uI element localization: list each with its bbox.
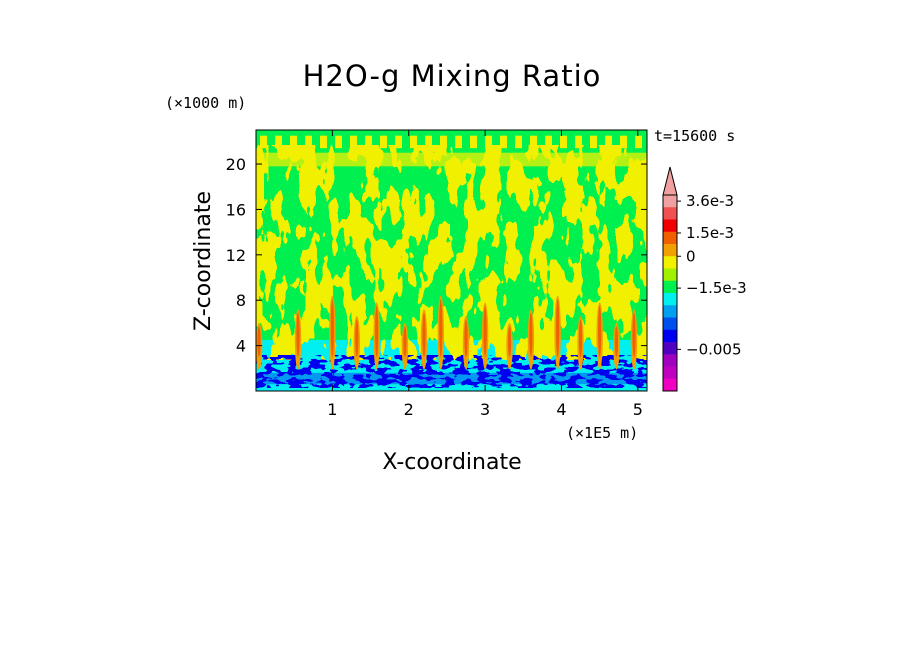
plume-core	[403, 326, 407, 357]
top-cell	[320, 135, 327, 149]
colorbar-swatch	[663, 280, 677, 294]
plume-core	[464, 319, 468, 357]
colorbar-swatch	[663, 305, 677, 318]
chart-title: H2O-g Mixing Ratio	[303, 59, 602, 93]
top-cell	[260, 135, 267, 149]
colorbar-swatch	[663, 378, 677, 392]
top-cell	[530, 135, 537, 149]
top-cell	[545, 135, 552, 149]
plume-core	[355, 319, 359, 357]
plume-core	[257, 326, 261, 357]
top-cell	[275, 135, 282, 149]
colorbar-swatch	[663, 268, 677, 282]
x-unit-label: (×1E5 m)	[566, 424, 638, 442]
colorbar-swatch	[663, 354, 677, 367]
top-cell	[590, 135, 597, 149]
colorbar-swatch	[663, 317, 677, 331]
colorbar-swatch	[663, 329, 677, 343]
plot-frame	[255, 129, 648, 392]
colorbar-swatch	[663, 256, 677, 269]
x-axis-ticks: 1 2 3 4 5	[327, 130, 643, 419]
x-tick-label: 5	[633, 400, 643, 419]
colorbar-label: 1.5e-3	[686, 224, 734, 242]
colorbar-label: 3.6e-3	[686, 192, 734, 210]
x-tick-label: 4	[556, 400, 566, 419]
plume-core	[375, 305, 379, 357]
top-cell	[605, 135, 612, 149]
colorbar-label: −0.005	[686, 340, 742, 358]
colorbar-swatch	[663, 244, 677, 257]
x-tick-label: 3	[480, 400, 490, 419]
top-cell	[455, 135, 462, 149]
plume-core	[483, 305, 487, 357]
top-cell	[485, 135, 492, 149]
y-axis-ticks: 4 8 12 16 20	[226, 155, 647, 356]
y-tick-label: 8	[236, 291, 246, 310]
colorbar-swatch	[663, 366, 677, 380]
top-cell	[620, 135, 627, 149]
colorbar-arrow	[662, 166, 678, 196]
top-cell	[305, 135, 312, 149]
plume-core	[614, 326, 619, 357]
plume-core	[632, 312, 636, 357]
top-cell	[365, 135, 372, 149]
plume-core	[330, 299, 334, 357]
top-cell	[410, 135, 417, 149]
plume-core	[507, 326, 512, 357]
y-tick-label: 16	[226, 200, 246, 219]
blue-texture	[256, 355, 647, 388]
plume-core	[556, 299, 560, 357]
plume-core	[439, 299, 443, 357]
colorbar	[662, 166, 678, 392]
x-tick-label: 1	[327, 400, 337, 419]
colorbar-label: 0	[686, 247, 696, 265]
plume-core	[578, 319, 583, 357]
heatmap-field	[256, 130, 647, 391]
top-cell	[440, 135, 447, 149]
colorbar-swatch	[663, 293, 677, 306]
top-cell	[335, 135, 342, 149]
top-cell	[425, 135, 432, 149]
colorbar-frame	[662, 194, 678, 392]
plume-core	[296, 312, 300, 357]
top-cell	[635, 135, 642, 149]
colorbar-swatch	[663, 207, 677, 220]
x-tick-label: 2	[404, 400, 414, 419]
top-cell	[470, 135, 477, 149]
yellow-texture	[256, 145, 647, 360]
colorbar-swatch	[663, 342, 677, 355]
y-tick-label: 20	[226, 155, 246, 174]
colorbar-swatch	[663, 219, 677, 233]
plume-core	[529, 312, 533, 357]
colorbar-labels: 3.6e-3 1.5e-3 0 −1.5e-3 −0.005	[677, 192, 747, 358]
top-cell	[380, 135, 387, 149]
top-cell	[560, 135, 567, 149]
colorbar-swatch	[663, 231, 677, 245]
plume-core	[598, 305, 602, 357]
colorbar-label: −1.5e-3	[686, 279, 747, 297]
top-cell	[575, 135, 582, 149]
top-cell	[290, 135, 297, 149]
x-axis-label: X-coordinate	[382, 450, 521, 475]
top-cell	[515, 135, 522, 149]
y-axis-label: Z-coordinate	[191, 191, 216, 331]
y-tick-label: 4	[236, 337, 246, 356]
colorbar-swatch	[663, 195, 677, 208]
top-cell	[500, 135, 507, 149]
y-unit-label: (×1000 m)	[165, 94, 246, 112]
top-cell	[395, 135, 402, 149]
y-tick-label: 12	[226, 246, 246, 265]
top-cell	[350, 135, 357, 149]
plume-core	[422, 312, 426, 357]
time-label: t=15600 s	[654, 127, 735, 145]
